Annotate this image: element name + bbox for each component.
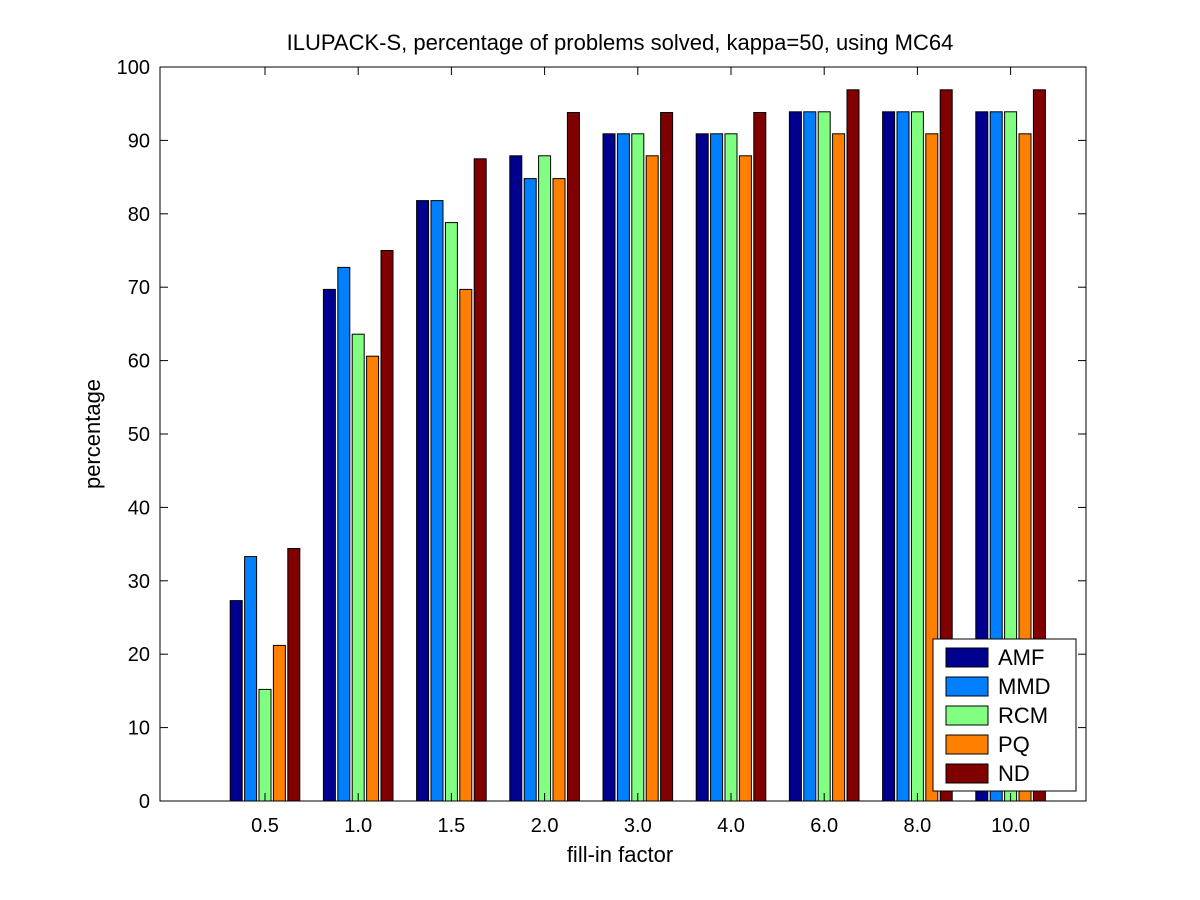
legend-label-nd: ND <box>998 761 1030 786</box>
bar-pq-6.0 <box>832 133 846 802</box>
legend-label-amf: AMF <box>998 645 1044 670</box>
legend-label-rcm: RCM <box>998 703 1048 728</box>
x-tick-label: 10.0 <box>991 815 1030 837</box>
bar-rcm-8.0 <box>910 111 924 802</box>
legend-label-pq: PQ <box>998 732 1030 757</box>
bar-nd-1.0 <box>380 250 394 802</box>
x-tick-label: 3.0 <box>624 815 652 837</box>
x-tick-label: 2.0 <box>531 815 559 837</box>
bar-mmd-6.0 <box>803 111 817 802</box>
bar-rcm-1.5 <box>444 222 458 802</box>
x-tick-label: 1.5 <box>437 815 465 837</box>
bar-nd-6.0 <box>846 89 860 802</box>
y-tick-label: 80 <box>128 204 150 226</box>
y-tick-label: 10 <box>128 718 150 740</box>
y-axis-label: percentage <box>80 379 105 489</box>
y-tick-label: 100 <box>117 57 150 79</box>
bar-pq-1.0 <box>366 355 380 802</box>
x-tick-label: 8.0 <box>903 815 931 837</box>
bar-amf-2.0 <box>509 155 523 802</box>
x-tick-label: 4.0 <box>717 815 745 837</box>
y-tick-label: 0 <box>139 791 150 813</box>
bar-amf-4.0 <box>695 133 709 802</box>
bar-pq-0.5 <box>272 644 286 802</box>
bar-nd-3.0 <box>660 112 674 802</box>
bar-mmd-1.5 <box>430 200 444 802</box>
bar-mmd-2.0 <box>523 178 537 802</box>
bar-nd-1.5 <box>473 158 487 802</box>
bar-amf-0.5 <box>229 600 243 802</box>
legend-swatch-nd <box>945 763 989 784</box>
bar-mmd-3.0 <box>616 133 630 802</box>
bar-amf-8.0 <box>882 111 896 802</box>
bar-mmd-8.0 <box>896 111 910 802</box>
y-tick-label: 30 <box>128 571 150 593</box>
bar-rcm-3.0 <box>631 133 645 802</box>
bar-rcm-1.0 <box>351 333 365 802</box>
legend-label-mmd: MMD <box>998 674 1051 699</box>
y-tick-label: 90 <box>128 130 150 152</box>
y-tick-label: 50 <box>128 424 150 446</box>
bar-rcm-6.0 <box>817 111 831 802</box>
bar-nd-4.0 <box>753 112 767 802</box>
bar-amf-6.0 <box>788 111 802 802</box>
x-tick-label: 0.5 <box>251 815 279 837</box>
bar-pq-4.0 <box>738 155 752 802</box>
bar-mmd-1.0 <box>337 266 351 802</box>
y-tick-label: 70 <box>128 277 150 299</box>
legend-swatch-pq <box>945 734 989 755</box>
legend-swatch-mmd <box>945 676 989 697</box>
bar-pq-3.0 <box>645 155 659 802</box>
bar-mmd-4.0 <box>710 133 724 802</box>
bar-amf-1.0 <box>322 288 336 802</box>
legend-swatch-amf <box>945 647 989 668</box>
bar-rcm-0.5 <box>258 688 272 802</box>
bar-amf-3.0 <box>602 133 616 802</box>
bar-nd-0.5 <box>287 548 301 802</box>
bar-pq-2.0 <box>552 178 566 802</box>
bar-mmd-0.5 <box>244 556 258 802</box>
bars-group <box>229 89 1046 802</box>
x-axis: 0.5 1.0 1.5 2.0 3.0 4.0 6.0 8.0 10.0 <box>251 67 1030 837</box>
x-tick-label: 6.0 <box>810 815 838 837</box>
y-axis: 0 10 20 30 40 50 60 70 80 90 100 <box>117 57 1086 813</box>
x-axis-label: fill-in factor <box>567 842 673 867</box>
y-tick-label: 20 <box>128 644 150 666</box>
bar-amf-1.5 <box>416 200 430 802</box>
legend: AMF MMD RCM PQ ND <box>932 638 1077 792</box>
bar-nd-2.0 <box>566 112 580 802</box>
y-tick-label: 60 <box>128 351 150 373</box>
y-tick-label: 40 <box>128 497 150 519</box>
x-tick-label: 1.0 <box>344 815 372 837</box>
bar-pq-1.5 <box>459 288 473 802</box>
legend-swatch-rcm <box>945 705 989 726</box>
bar-rcm-4.0 <box>724 133 738 802</box>
bar-rcm-2.0 <box>538 155 552 802</box>
chart-title: ILUPACK-S, percentage of problems solved… <box>287 30 954 55</box>
